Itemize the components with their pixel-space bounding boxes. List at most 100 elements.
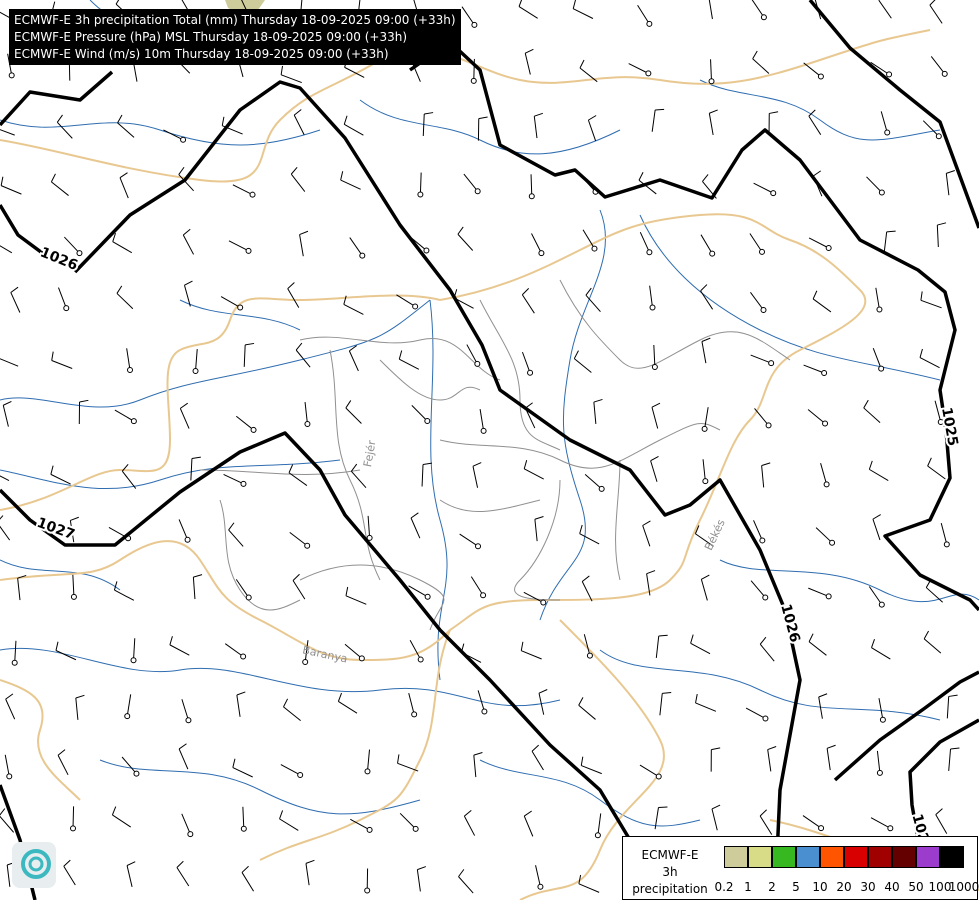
- legend-tick: 10: [812, 880, 828, 894]
- wind-barb: [803, 364, 828, 376]
- wind-barb: [399, 812, 419, 832]
- wind-barb: [461, 6, 478, 28]
- wind-barb: [78, 399, 89, 425]
- wind-barb: [820, 463, 830, 488]
- wind-barb: [929, 0, 943, 24]
- wind-barb: [808, 237, 832, 251]
- place-label: Baranya: [301, 643, 348, 665]
- wind-barb: [521, 288, 535, 314]
- wind-barb: [411, 405, 431, 425]
- wind-barb: [343, 295, 364, 315]
- legend-swatch: [796, 846, 820, 868]
- wind-barb: [344, 643, 365, 662]
- isobar-label: 1026: [777, 602, 803, 644]
- wind-barb: [117, 114, 135, 138]
- wind-barb: [919, 348, 940, 369]
- wind-barb: [930, 56, 948, 77]
- wind-barb: [290, 166, 306, 192]
- wind-barb: [637, 4, 653, 27]
- wind-barb: [701, 407, 709, 432]
- wind-barb: [935, 808, 948, 834]
- isobar-1026-north: [0, 70, 114, 127]
- wind-barb: [169, 636, 190, 656]
- wind-barb: [646, 570, 656, 596]
- wind-barb: [192, 349, 199, 374]
- wind-barbs: [0, 0, 960, 897]
- wind-barb: [51, 351, 73, 369]
- wind-barb: [573, 350, 592, 373]
- wind-barb: [17, 574, 27, 601]
- wind-barb: [700, 234, 716, 257]
- wind-barb: [126, 861, 136, 888]
- legend-tick: 2: [768, 880, 776, 894]
- wind-barb: [745, 707, 769, 722]
- wind-barb: [523, 810, 534, 837]
- wind-barb: [350, 463, 367, 489]
- wind-barb: [0, 245, 13, 254]
- wind-barb: [578, 874, 600, 893]
- legend-tick: 40: [884, 880, 900, 894]
- wind-barb: [457, 226, 474, 251]
- wind-barb: [818, 693, 828, 719]
- wind-barb: [223, 473, 247, 487]
- wind-barb: [181, 699, 192, 724]
- wind-barb: [396, 294, 419, 310]
- legend-swatch: [820, 846, 844, 868]
- wind-barb: [0, 358, 19, 367]
- wind-barb: [871, 639, 891, 660]
- wind-barb: [350, 818, 373, 833]
- wind-barb: [878, 0, 892, 19]
- wind-barb: [179, 402, 190, 429]
- wind-barb: [594, 813, 602, 839]
- wind-barb: [753, 182, 777, 197]
- wind-barb: [0, 176, 22, 195]
- legend-swatch: [724, 846, 748, 868]
- wind-barb: [479, 409, 487, 434]
- wind-barb: [398, 350, 420, 370]
- isobar-southeast-1: [833, 670, 979, 782]
- wind-barb: [232, 184, 256, 198]
- legend-subtitle: 3h precipitation: [632, 865, 708, 896]
- wind-barb: [75, 694, 85, 720]
- wind-barb: [2, 400, 12, 427]
- wind-barb: [585, 287, 601, 313]
- wind-barb: [768, 111, 779, 136]
- wind-barb: [111, 806, 132, 828]
- wind-barb: [64, 236, 83, 257]
- wind-barb: [583, 634, 593, 659]
- wind-barb: [946, 694, 958, 719]
- wind-barb: [535, 865, 544, 890]
- wind-barb: [178, 519, 191, 543]
- wind-barb: [948, 747, 960, 772]
- wind-barb: [749, 233, 766, 255]
- wind-barb: [690, 634, 711, 655]
- wind-barb: [702, 459, 709, 485]
- wind-barb: [708, 0, 713, 20]
- wind-barb: [524, 48, 534, 75]
- wind-barb: [235, 415, 257, 433]
- legend-swatch: [748, 846, 772, 868]
- wind-barb: [416, 866, 427, 892]
- wind-barb: [302, 640, 309, 666]
- wind-barb: [410, 512, 421, 539]
- wind-barb: [243, 342, 255, 367]
- wind-barb: [708, 59, 715, 85]
- wind-barb: [0, 808, 15, 833]
- wind-barb: [477, 116, 488, 141]
- wind-barb: [304, 402, 311, 427]
- wind-barb: [228, 522, 244, 547]
- rivers: [0, 0, 979, 827]
- title-precipitation: ECMWF-E 3h precipitation Total (mm) Thur…: [14, 13, 456, 27]
- map-title-box: ECMWF-E 3h precipitation Total (mm) Thur…: [9, 9, 461, 65]
- wind-barb: [228, 240, 252, 254]
- wind-barb: [587, 115, 597, 142]
- wind-barb: [711, 804, 721, 831]
- wind-barb: [126, 348, 134, 374]
- wind-barb: [639, 764, 662, 780]
- wind-barb: [477, 690, 488, 715]
- wind-barb: [343, 115, 364, 136]
- wind-barb: [520, 641, 542, 660]
